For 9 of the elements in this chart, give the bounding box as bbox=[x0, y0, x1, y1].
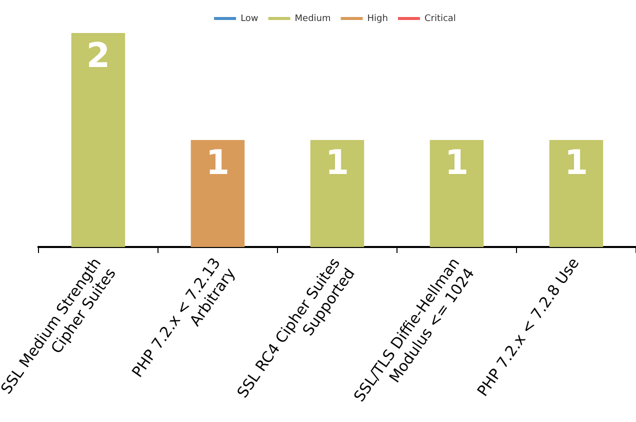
legend-label: Medium bbox=[294, 14, 331, 24]
legend-label: Critical bbox=[424, 14, 456, 24]
data-label: 1 bbox=[325, 142, 350, 183]
data-label: 1 bbox=[206, 142, 230, 183]
legend-label: High bbox=[367, 14, 388, 24]
data-label: 2 bbox=[86, 36, 110, 76]
legend-label: Low bbox=[240, 14, 258, 24]
data-label: 1 bbox=[564, 142, 588, 183]
data-label: 1 bbox=[444, 142, 469, 183]
